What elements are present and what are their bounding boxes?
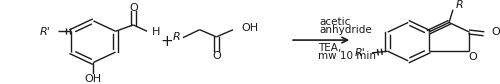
Text: O: O	[129, 3, 138, 13]
Text: acetic: acetic	[320, 17, 351, 27]
Text: O: O	[212, 51, 220, 61]
Text: R: R	[456, 0, 464, 10]
Text: OH: OH	[85, 74, 102, 84]
Text: O: O	[468, 52, 477, 62]
Text: TEA,: TEA,	[318, 43, 341, 53]
Text: R': R'	[40, 27, 50, 37]
Text: mw 10 min: mw 10 min	[318, 51, 376, 61]
Text: O: O	[491, 27, 500, 37]
Text: OH: OH	[241, 23, 258, 33]
Text: R: R	[172, 32, 180, 42]
Text: R': R'	[354, 48, 365, 58]
Text: anhydride: anhydride	[320, 25, 372, 35]
Text: +: +	[161, 34, 173, 49]
Text: H: H	[152, 27, 160, 37]
